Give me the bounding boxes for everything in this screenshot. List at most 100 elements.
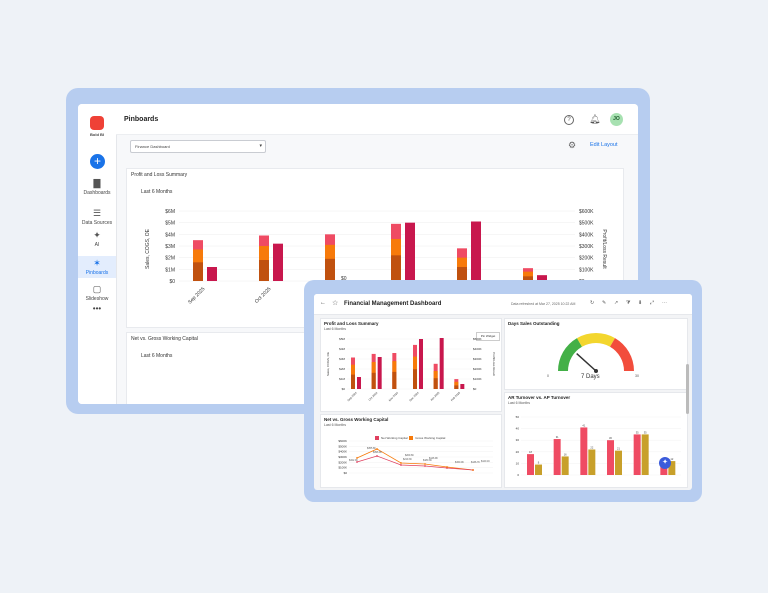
more-icon[interactable]: ⋯ — [662, 300, 667, 306]
data-label: $209.6K — [405, 454, 414, 457]
card-title: Profit and Loss Summary — [131, 172, 188, 178]
refresh-icon[interactable]: ↻ — [590, 300, 595, 306]
bar-cogs — [523, 271, 533, 281]
sidebar-item-pinboards[interactable]: ✶ Pinboards — [78, 256, 116, 278]
dashboard-select[interactable]: Finance Dashboard ▾ — [130, 140, 266, 153]
ar-ap-chart: 5040302010018931164122302135351212 — [516, 415, 681, 477]
bar-ar-turnover — [580, 427, 588, 475]
bar-profit — [207, 267, 217, 281]
avatar[interactable]: JO — [610, 113, 623, 126]
bar-oe — [392, 371, 397, 389]
create-button[interactable]: + — [90, 154, 105, 169]
y-tick-label: $4M — [339, 347, 345, 351]
data-label: 21 — [617, 447, 620, 451]
sidebar-item--[interactable]: ••• — [78, 304, 116, 313]
gear-icon[interactable]: ⚙ — [568, 140, 577, 150]
y2-tick-label: $300K — [579, 244, 594, 250]
y-tick-label: $4M — [165, 232, 175, 238]
y-tick-label: $400K — [338, 450, 347, 454]
y-tick-label: $100K — [338, 466, 347, 470]
sidebar-item-dashboards[interactable]: ▇ Dashboards — [78, 178, 116, 196]
bar-oe — [433, 378, 438, 389]
back-arrow-icon[interactable]: ← — [320, 300, 326, 306]
net-wc-point — [376, 455, 378, 457]
y-axis-label: Sales, COGS, OE — [326, 352, 330, 376]
y-tick-label: $0 — [342, 387, 346, 391]
y2-tick-label: $500K — [473, 337, 482, 341]
legend: Net Working Capital Gross Working Capita… — [375, 436, 445, 441]
ai-assistant-icon[interactable]: ✦ — [659, 457, 671, 469]
gauge-min: 0 — [547, 374, 549, 378]
fullscreen-icon[interactable]: ⤢ — [650, 300, 655, 306]
sidebar: Bold BI + ▇ Dashboards ☰ Data Sources ✦ AI ✶ Pi… — [78, 104, 117, 404]
edit-layout-button[interactable]: Edit Layout — [590, 142, 618, 148]
bar-ar-turnover — [527, 454, 534, 475]
y2-tick-label: $200K — [579, 256, 594, 262]
y-tick-label: $200K — [338, 460, 347, 464]
x-tick-label: Jan 2025 — [429, 391, 440, 402]
data-label: 12 — [670, 457, 673, 461]
x-tick-label: Dec 2024 — [408, 391, 420, 403]
y2-tick-label: $400K — [579, 232, 594, 238]
y-tick-label: $3M — [339, 357, 345, 361]
sidebar-item-label: ••• — [92, 304, 102, 313]
sidebar-item-label: Data Sources — [81, 220, 113, 226]
sidebar-item-slideshow[interactable]: ▢ Slideshow — [78, 284, 116, 302]
data-label: $146.9K — [429, 457, 438, 460]
help-icon[interactable]: ? — [564, 115, 574, 125]
y-tick-label: $6M — [165, 209, 175, 215]
bar-oe — [351, 374, 355, 389]
gross-wc-point — [376, 448, 378, 450]
bar-profit — [357, 377, 361, 389]
edit-icon[interactable]: ✎ — [602, 300, 607, 306]
bar-profit — [471, 221, 481, 281]
dso-gauge — [558, 333, 634, 373]
bar-oe — [193, 262, 203, 281]
star-icon[interactable]: ☆ — [332, 300, 339, 307]
gauge-red-band — [610, 338, 634, 371]
bar-oe — [325, 258, 335, 281]
dashboard-header: ← ☆ Financial Management Dashboard Data … — [314, 294, 692, 315]
bar-oe — [259, 260, 269, 281]
pl-chart: $5M $500K $4M $400K $3M $300K $2M $200K $1M $100K… — [326, 337, 496, 403]
bell-icon[interactable]: 🔔︎ — [589, 114, 601, 124]
pin-icon: ✶ — [93, 258, 101, 268]
export-icon[interactable]: ⬇ — [638, 300, 643, 306]
card-title: Net vs. Gross Working Capital — [131, 336, 198, 342]
data-label: $180.3K — [423, 459, 432, 462]
filter-icon[interactable]: ⧩ — [626, 300, 631, 306]
share-icon[interactable]: ↗ — [614, 300, 619, 306]
bar-profit — [439, 338, 444, 389]
bar-ap-turnover — [535, 464, 542, 475]
card-filter: Last 6 Months — [141, 353, 173, 359]
card-filter: Last 6 Months — [141, 189, 173, 195]
scrollbar[interactable] — [686, 364, 689, 414]
header: Pinboards ? 🔔︎ JO — [116, 104, 638, 135]
bar-ap-turnover — [641, 434, 649, 475]
y-tick-label: $300K — [338, 455, 347, 459]
logo-text: Bold BI — [90, 132, 104, 137]
bar-oe — [457, 267, 467, 281]
y2-tick-label: $600K — [579, 209, 594, 215]
y-tick-label: $600K — [338, 439, 347, 443]
bar-ap-turnover — [668, 461, 676, 475]
y2-axis-label: Profit/Loss Result — [601, 229, 607, 269]
bar-oe — [523, 276, 533, 281]
y-axis-label: Sales, COGS, OE — [145, 228, 151, 269]
data-label: 18 — [529, 450, 532, 454]
sidebar-item-label: Dashboards — [83, 190, 111, 196]
y-tick-label: 10 — [516, 461, 520, 465]
pl-widget: Profit and Loss Summary Last 6 Months Pi… — [320, 318, 502, 412]
gross-wc-point — [356, 457, 358, 459]
refresh-status: Data refreshed at Mar 27, 2025 10:22 AM — [511, 302, 576, 306]
database-icon: ☰ — [92, 208, 102, 218]
dso-widget: Days Sales Outstanding 7 Days 0 30 — [504, 318, 688, 390]
y2-tick-label: $200K — [473, 367, 482, 371]
sidebar-item-label: AI — [94, 242, 100, 248]
y-tick-label: 30 — [516, 438, 520, 442]
gross-wc-point — [400, 462, 402, 464]
sidebar-item-data-sources[interactable]: ☰ Data Sources — [78, 208, 116, 226]
x-tick-label: Oct 2025 — [254, 286, 273, 305]
widget-subtitle: Last 6 Months — [324, 423, 346, 427]
sidebar-item-ai[interactable]: ✦ AI — [78, 230, 116, 248]
